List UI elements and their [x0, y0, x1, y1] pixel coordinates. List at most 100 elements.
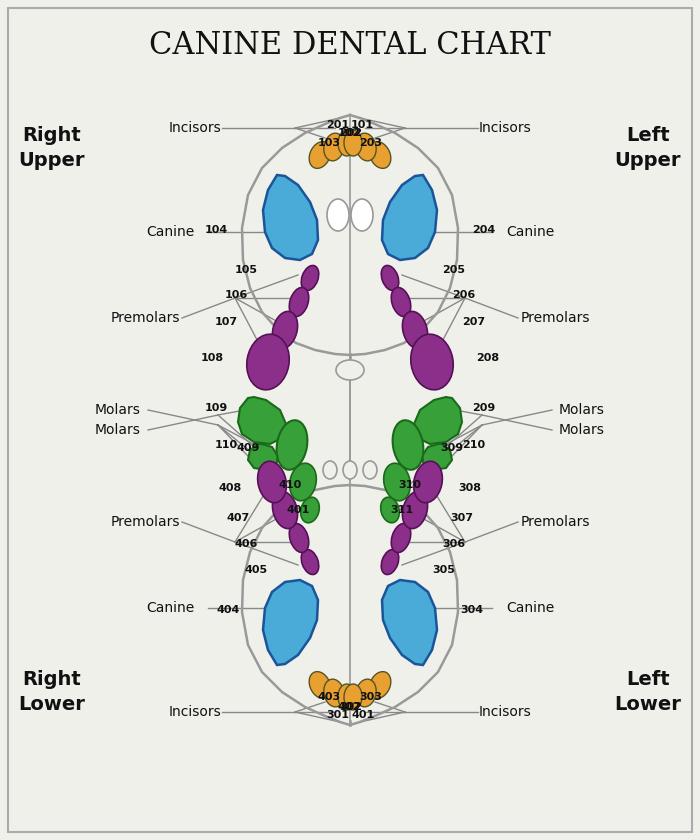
- Text: 301: 301: [326, 710, 349, 720]
- Ellipse shape: [338, 684, 356, 710]
- Ellipse shape: [369, 142, 391, 168]
- Text: 210: 210: [462, 440, 485, 450]
- Text: 208: 208: [476, 353, 499, 363]
- Ellipse shape: [344, 684, 362, 710]
- Ellipse shape: [301, 497, 319, 522]
- Ellipse shape: [411, 334, 453, 390]
- Text: Premolars: Premolars: [111, 515, 180, 529]
- Ellipse shape: [247, 334, 289, 390]
- Ellipse shape: [393, 420, 424, 470]
- Polygon shape: [263, 175, 318, 260]
- Text: Right
Lower: Right Lower: [19, 670, 85, 714]
- Text: Left
Lower: Left Lower: [615, 670, 681, 714]
- Ellipse shape: [258, 461, 286, 503]
- Text: 401: 401: [287, 505, 310, 515]
- Text: Incisors: Incisors: [479, 705, 531, 719]
- Text: 205: 205: [442, 265, 465, 275]
- Ellipse shape: [289, 523, 309, 553]
- Text: 304: 304: [460, 605, 483, 615]
- Text: Canine: Canine: [506, 225, 554, 239]
- Text: 202: 202: [339, 128, 362, 138]
- Text: 306: 306: [442, 539, 465, 549]
- Text: 201: 201: [326, 120, 349, 130]
- Polygon shape: [248, 444, 278, 470]
- Text: 107: 107: [215, 317, 238, 327]
- Text: 203: 203: [359, 138, 382, 148]
- Ellipse shape: [301, 265, 318, 291]
- Text: 309: 309: [440, 443, 463, 453]
- Ellipse shape: [382, 549, 399, 575]
- Text: 402: 402: [338, 702, 361, 712]
- Ellipse shape: [309, 672, 331, 698]
- Text: 209: 209: [472, 403, 496, 413]
- Text: 207: 207: [462, 317, 485, 327]
- Text: 405: 405: [245, 565, 268, 575]
- Ellipse shape: [338, 130, 356, 156]
- Text: Incisors: Incisors: [169, 705, 221, 719]
- Ellipse shape: [391, 287, 411, 317]
- Ellipse shape: [272, 312, 298, 349]
- Text: Canine: Canine: [146, 601, 194, 615]
- Ellipse shape: [290, 463, 316, 501]
- Ellipse shape: [309, 142, 331, 168]
- Text: 403: 403: [318, 692, 341, 702]
- Text: 106: 106: [225, 290, 248, 300]
- Text: 302: 302: [339, 702, 362, 712]
- Text: Molars: Molars: [95, 423, 141, 437]
- Text: 204: 204: [472, 225, 496, 235]
- Text: CANINE DENTAL CHART: CANINE DENTAL CHART: [149, 29, 551, 60]
- Text: 410: 410: [279, 480, 302, 490]
- Text: 102: 102: [338, 128, 361, 138]
- Text: 407: 407: [227, 513, 250, 523]
- Text: 404: 404: [216, 605, 240, 615]
- Ellipse shape: [381, 497, 399, 522]
- Text: Left
Upper: Left Upper: [615, 126, 681, 170]
- Text: 109: 109: [204, 403, 228, 413]
- Polygon shape: [414, 397, 462, 444]
- Text: 206: 206: [452, 290, 475, 300]
- Text: Molars: Molars: [559, 423, 605, 437]
- Text: 305: 305: [432, 565, 455, 575]
- Polygon shape: [382, 175, 437, 260]
- Text: 104: 104: [204, 225, 228, 235]
- Text: Incisors: Incisors: [169, 121, 221, 135]
- Text: Premolars: Premolars: [520, 515, 589, 529]
- Text: 110: 110: [215, 440, 238, 450]
- Ellipse shape: [276, 420, 307, 470]
- Text: Canine: Canine: [146, 225, 194, 239]
- Ellipse shape: [369, 672, 391, 698]
- Text: 311: 311: [390, 505, 413, 515]
- Ellipse shape: [323, 461, 337, 479]
- Text: Molars: Molars: [559, 403, 605, 417]
- Text: 103: 103: [318, 138, 341, 148]
- Text: Incisors: Incisors: [479, 121, 531, 135]
- Text: 408: 408: [218, 483, 242, 493]
- Polygon shape: [382, 580, 437, 665]
- Ellipse shape: [324, 134, 344, 160]
- Ellipse shape: [414, 461, 442, 503]
- Text: 105: 105: [235, 265, 258, 275]
- Text: Molars: Molars: [95, 403, 141, 417]
- Polygon shape: [238, 397, 286, 444]
- Ellipse shape: [343, 461, 357, 479]
- Ellipse shape: [289, 287, 309, 317]
- Ellipse shape: [336, 360, 364, 380]
- Text: 303: 303: [359, 692, 382, 702]
- Text: 307: 307: [450, 513, 473, 523]
- Ellipse shape: [402, 491, 428, 528]
- Ellipse shape: [384, 463, 410, 501]
- Text: 406: 406: [234, 539, 258, 549]
- Text: 308: 308: [458, 483, 481, 493]
- Ellipse shape: [402, 312, 428, 349]
- Ellipse shape: [356, 680, 376, 706]
- Text: Canine: Canine: [506, 601, 554, 615]
- Text: 409: 409: [237, 443, 260, 453]
- Polygon shape: [263, 580, 318, 665]
- Ellipse shape: [301, 549, 318, 575]
- Text: 108: 108: [201, 353, 224, 363]
- Ellipse shape: [356, 134, 376, 160]
- Text: 310: 310: [398, 480, 421, 490]
- Text: Premolars: Premolars: [111, 311, 180, 325]
- Text: Premolars: Premolars: [520, 311, 589, 325]
- Ellipse shape: [382, 265, 399, 291]
